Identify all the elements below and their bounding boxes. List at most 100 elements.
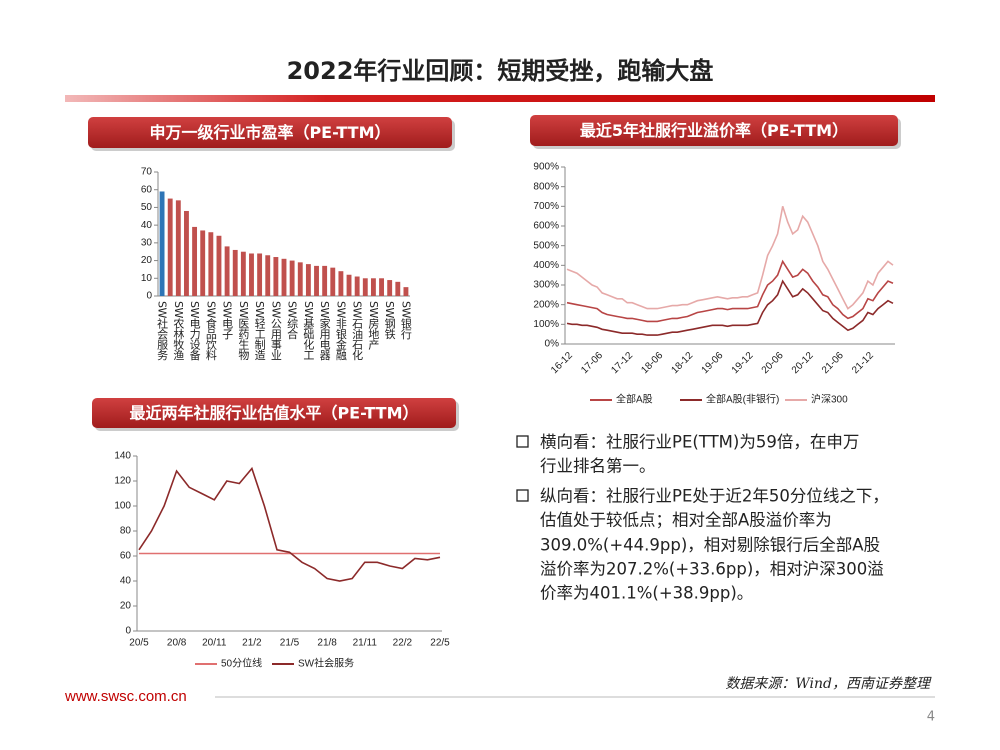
bullet-line: 纵向看：社服行业PE处于近2年50分位线之下， (540, 487, 889, 506)
x-tick-label: 21/2 (242, 638, 262, 649)
bar (240, 251, 246, 296)
y-tick-label: 60 (141, 184, 153, 195)
y-tick-label: 500% (533, 240, 559, 251)
x-tick-label: SW家用电器 (318, 301, 331, 361)
x-tick-label: SW基础化工 (302, 301, 315, 360)
y-tick-label: 0% (545, 339, 560, 350)
bullet-line: 估值处于较低点；相对全部A股溢价率为 (540, 511, 832, 530)
bar (403, 287, 409, 296)
x-tick-label: SW钢铁 (383, 301, 396, 339)
chart-header (88, 117, 452, 148)
line-series (566, 206, 894, 310)
bar (289, 260, 295, 296)
y-tick-label: 40 (141, 220, 153, 231)
y-tick-label: 10 (141, 273, 153, 284)
bar (159, 191, 165, 296)
chart: 最近5年社服行业溢价率（PE-TTM） 0% 100% 200% 300% 400% 500… (530, 115, 901, 406)
bar (362, 278, 368, 296)
chart-title: 最近两年社服行业估值水平（PE-TTM） (129, 404, 418, 423)
y-tick-label: 400% (533, 260, 559, 271)
x-tick-label: 21-06 (820, 350, 846, 376)
bar (208, 232, 214, 296)
bullets: 横向看：社服行业PE(TTM)为59倍，在申万 行业排名第一。 纵向看：社服行业… (516, 433, 889, 603)
bar (167, 198, 173, 296)
y-tick-label: 50 (141, 202, 153, 213)
legend-label: 全部A股(非银行) (706, 393, 779, 406)
x-tick-label: 17-06 (579, 350, 605, 376)
bullet-box (516, 489, 529, 502)
x-tick-label: SW电子 (221, 301, 234, 339)
bar (314, 265, 319, 296)
x-tick-label: 21-12 (850, 350, 876, 376)
y-tick-label: 140 (114, 451, 131, 462)
x-tick-label: SW非银金融 (334, 301, 347, 361)
x-tick-label: 18-12 (669, 350, 695, 376)
y-tick-label: 70 (141, 167, 153, 178)
y-tick-label: 20 (120, 601, 132, 612)
bullet-line: 行业排名第一。 (540, 457, 656, 476)
bar (232, 249, 238, 296)
x-tick-label: SW银行 (399, 301, 412, 340)
bar (322, 265, 328, 296)
y-tick-label: 700% (533, 201, 559, 212)
x-tick-label: SW医药生物 (237, 301, 250, 360)
x-tick-label: 20/11 (202, 638, 227, 649)
bar (200, 230, 206, 296)
x-tick-label: SW轻工制造 (253, 301, 266, 360)
x-tick-label: 21/8 (317, 638, 337, 649)
bullet-line: 价率为401.1%(+38.9pp)。 (540, 584, 753, 603)
chart: 最近两年社服行业估值水平（PE-TTM） 0 20 40 60 80 100 120 140 20… (92, 398, 459, 670)
line-series (566, 259, 894, 323)
bar (184, 210, 189, 296)
slide-title: 2022年行业回顾：短期受挫，跑输大盘 (287, 57, 714, 85)
x-tick-label: 22/5 (430, 638, 450, 649)
x-tick-label: SW房地产 (367, 301, 380, 351)
x-tick-label: 19-06 (700, 350, 726, 376)
x-tick-label: SW综合 (286, 301, 299, 339)
y-tick-label: 800% (533, 181, 559, 192)
bar (192, 226, 198, 296)
x-tick-label: 21/11 (353, 638, 378, 649)
bar (379, 278, 384, 296)
y-tick-label: 200% (533, 299, 559, 310)
bar (387, 280, 393, 296)
chart-header (92, 398, 456, 428)
y-tick-label: 100 (114, 501, 131, 512)
legend-label: 沪深300 (811, 393, 848, 406)
x-tick-label: SW石油石化 (351, 301, 364, 361)
footer-url: www.swsc.com.cn (64, 688, 187, 705)
y-tick-label: 0 (125, 626, 131, 637)
title-bar (65, 95, 935, 102)
page-number: 4 (927, 710, 935, 725)
bar (370, 278, 376, 296)
x-tick-label: 22/2 (393, 638, 413, 649)
bar (281, 258, 287, 296)
line-series (138, 466, 441, 582)
y-tick-label: 120 (114, 476, 131, 487)
bar (224, 246, 230, 296)
bar (305, 264, 311, 296)
x-tick-label: SW食品饮料 (204, 301, 217, 361)
bullet-line: 溢价率为207.2%(+33.6pp)，相对沪深300溢 (540, 560, 884, 579)
y-tick-label: 40 (120, 576, 132, 587)
bar (257, 253, 263, 296)
bar (395, 281, 401, 296)
y-tick-label: 80 (120, 526, 132, 537)
x-tick-label: SW社会服务 (156, 301, 169, 360)
line-series (566, 279, 894, 336)
bar (249, 253, 254, 296)
bar (175, 200, 181, 296)
x-tick-label: SW电力设备 (188, 301, 201, 361)
x-tick-label: 20-12 (790, 350, 816, 376)
bar (330, 267, 336, 296)
bullet-box (516, 435, 529, 448)
x-tick-label: 17-12 (609, 350, 635, 376)
x-tick-label: SW公用事业 (269, 301, 282, 360)
x-tick-label: 20-06 (760, 350, 786, 376)
y-tick-label: 300% (533, 280, 559, 291)
bar (273, 257, 279, 296)
bar (346, 274, 352, 296)
legend-label: SW社会服务 (298, 657, 354, 670)
x-tick-label: 16-12 (549, 350, 575, 376)
